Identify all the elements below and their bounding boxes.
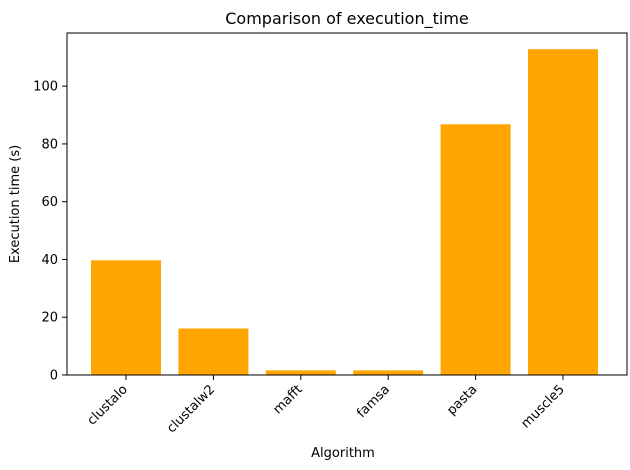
y-tick-label: 80 <box>41 137 58 152</box>
x-tick-label-muscle5: muscle5 <box>519 382 568 431</box>
x-tick-label-mafft: mafft <box>270 382 305 417</box>
x-axis-label: Algorithm <box>311 446 375 461</box>
y-tick-label: 40 <box>41 253 58 268</box>
x-tick-label-clustalw2: clustalw2 <box>164 382 218 436</box>
y-axis-label: Execution time (s) <box>8 145 23 263</box>
bar-clustalo <box>91 260 161 375</box>
y-tick-label: 60 <box>41 195 58 210</box>
y-tick-label: 100 <box>33 80 58 95</box>
bar-famsa <box>353 370 424 375</box>
y-axis-ticks: 0 20 40 60 80 100 <box>33 80 67 384</box>
x-tick-label-pasta: pasta <box>444 382 480 418</box>
bar-mafft <box>265 370 336 375</box>
x-axis-ticks: clustalo clustalw2 mafft famsa pasta muscle5 <box>85 375 568 436</box>
y-tick-label: 20 <box>41 311 58 326</box>
x-tick-label-clustalo: clustalo <box>85 382 131 428</box>
plot-frame <box>66 32 628 376</box>
chart-title: Comparison of execution_time <box>225 9 469 29</box>
bars-group <box>91 49 598 376</box>
x-tick-label-famsa: famsa <box>354 382 393 421</box>
bar-pasta <box>440 124 511 375</box>
bar-muscle5 <box>528 49 598 376</box>
bar-clustalw2 <box>178 328 249 375</box>
y-tick-label: 0 <box>50 369 58 384</box>
